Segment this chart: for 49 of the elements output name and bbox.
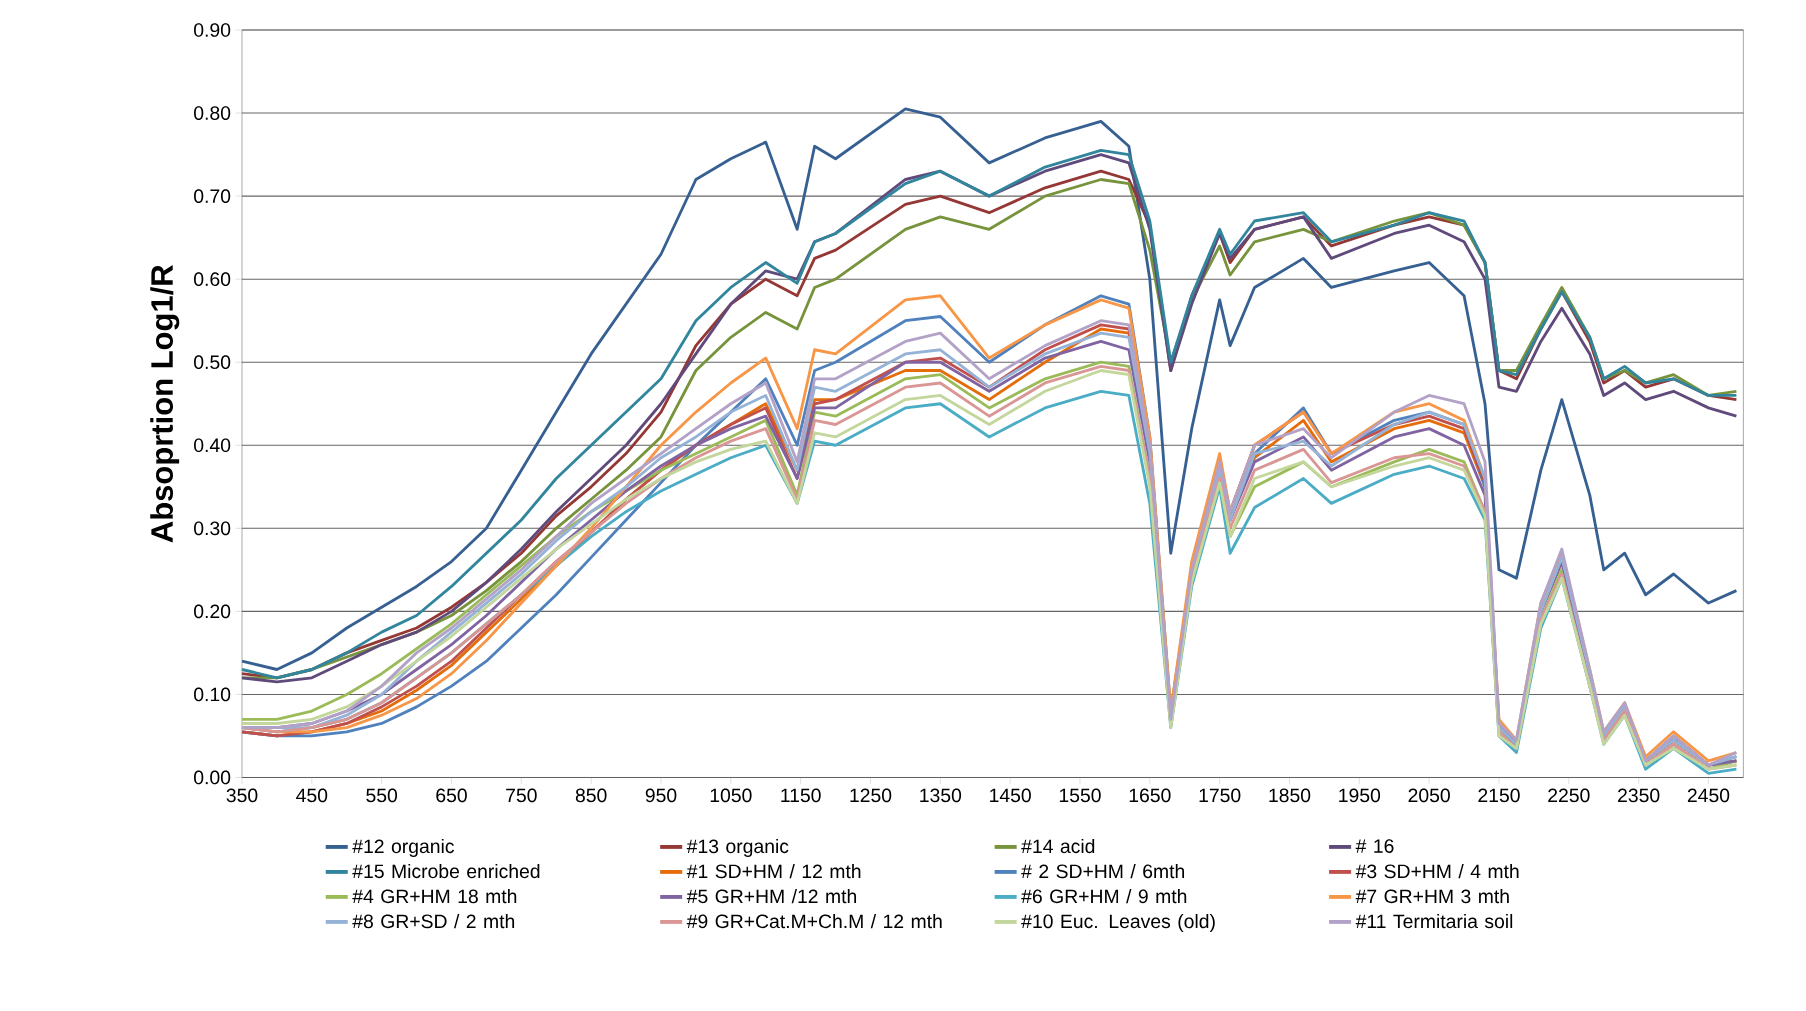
legend-label: #1 SD+HM / 12 mth (686, 864, 861, 879)
x-tick-label: 750 (506, 788, 537, 803)
x-tick-label: 550 (366, 788, 398, 803)
x-tick-label: 950 (645, 788, 677, 803)
y-tick-label: 0.20 (194, 604, 231, 619)
y-tick-label: 0.90 (194, 23, 231, 37)
x-tick-label: 1250 (850, 788, 892, 803)
legend-label: #14 acid (1021, 839, 1095, 854)
x-tick-label: 850 (575, 788, 607, 803)
legend-label: #15 Microbe enriched (352, 864, 540, 879)
y-tick-label: 0.60 (194, 272, 231, 287)
x-tick-label: 1150 (781, 788, 821, 803)
legend-label: # 2 SD+HM / 6mth (1021, 864, 1185, 879)
x-tick-label: 1850 (1269, 788, 1311, 803)
y-tick-label: 0.80 (194, 106, 231, 120)
legend-label: # 16 (1355, 839, 1394, 853)
x-tick-label: 2050 (1408, 788, 1450, 803)
x-tick-label: 1450 (990, 788, 1031, 803)
x-tick-label: 650 (436, 788, 467, 803)
x-tick-label: 2250 (1548, 788, 1590, 803)
x-tick-label: 2450 (1687, 788, 1730, 803)
y-tick-label: 0.30 (194, 521, 231, 536)
legend-label: #6 GR+HM / 9 mth (1021, 889, 1187, 904)
legend-label: #10 Euc. Leaves (old) (1021, 914, 1215, 933)
y-tick-label: 0.70 (194, 189, 231, 204)
y-axis-title: Absoprtion Log1/R (150, 265, 180, 543)
legend-label: #4 GR+HM 18 mth (352, 889, 517, 904)
legend-label: #5 GR+HM /12 mth (686, 889, 857, 904)
x-tick-label: 1550 (1059, 788, 1101, 803)
x-tick-label: 1950 (1339, 788, 1381, 803)
legend-label: #12 organic (352, 839, 455, 858)
y-tick-label: 0.00 (194, 770, 231, 785)
x-tick-label: 350 (226, 788, 258, 803)
y-tick-label: 0.40 (194, 438, 231, 453)
legend-label: #13 organic (686, 839, 789, 858)
y-tick-label: 0.10 (194, 687, 231, 702)
x-tick-label: 450 (296, 788, 328, 803)
legend-label: #3 SD+HM / 4 mth (1355, 864, 1519, 879)
x-tick-label: 2350 (1618, 788, 1660, 803)
legend-label: #11 Termitaria soil (1355, 914, 1513, 929)
x-tick-label: 1050 (710, 788, 752, 803)
x-tick-label: 1650 (1129, 788, 1171, 803)
legend-label: #7 GR+HM 3 mth (1355, 889, 1509, 904)
y-tick-label: 0.50 (194, 355, 231, 370)
x-tick-label: 2150 (1478, 788, 1520, 803)
x-tick-label: 1750 (1199, 788, 1241, 803)
x-tick-label: 1350 (920, 788, 962, 803)
legend-label: #8 GR+SD / 2 mth (352, 914, 515, 929)
legend-label: #9 GR+Cat.M+Ch.M / 12 mth (686, 914, 942, 929)
